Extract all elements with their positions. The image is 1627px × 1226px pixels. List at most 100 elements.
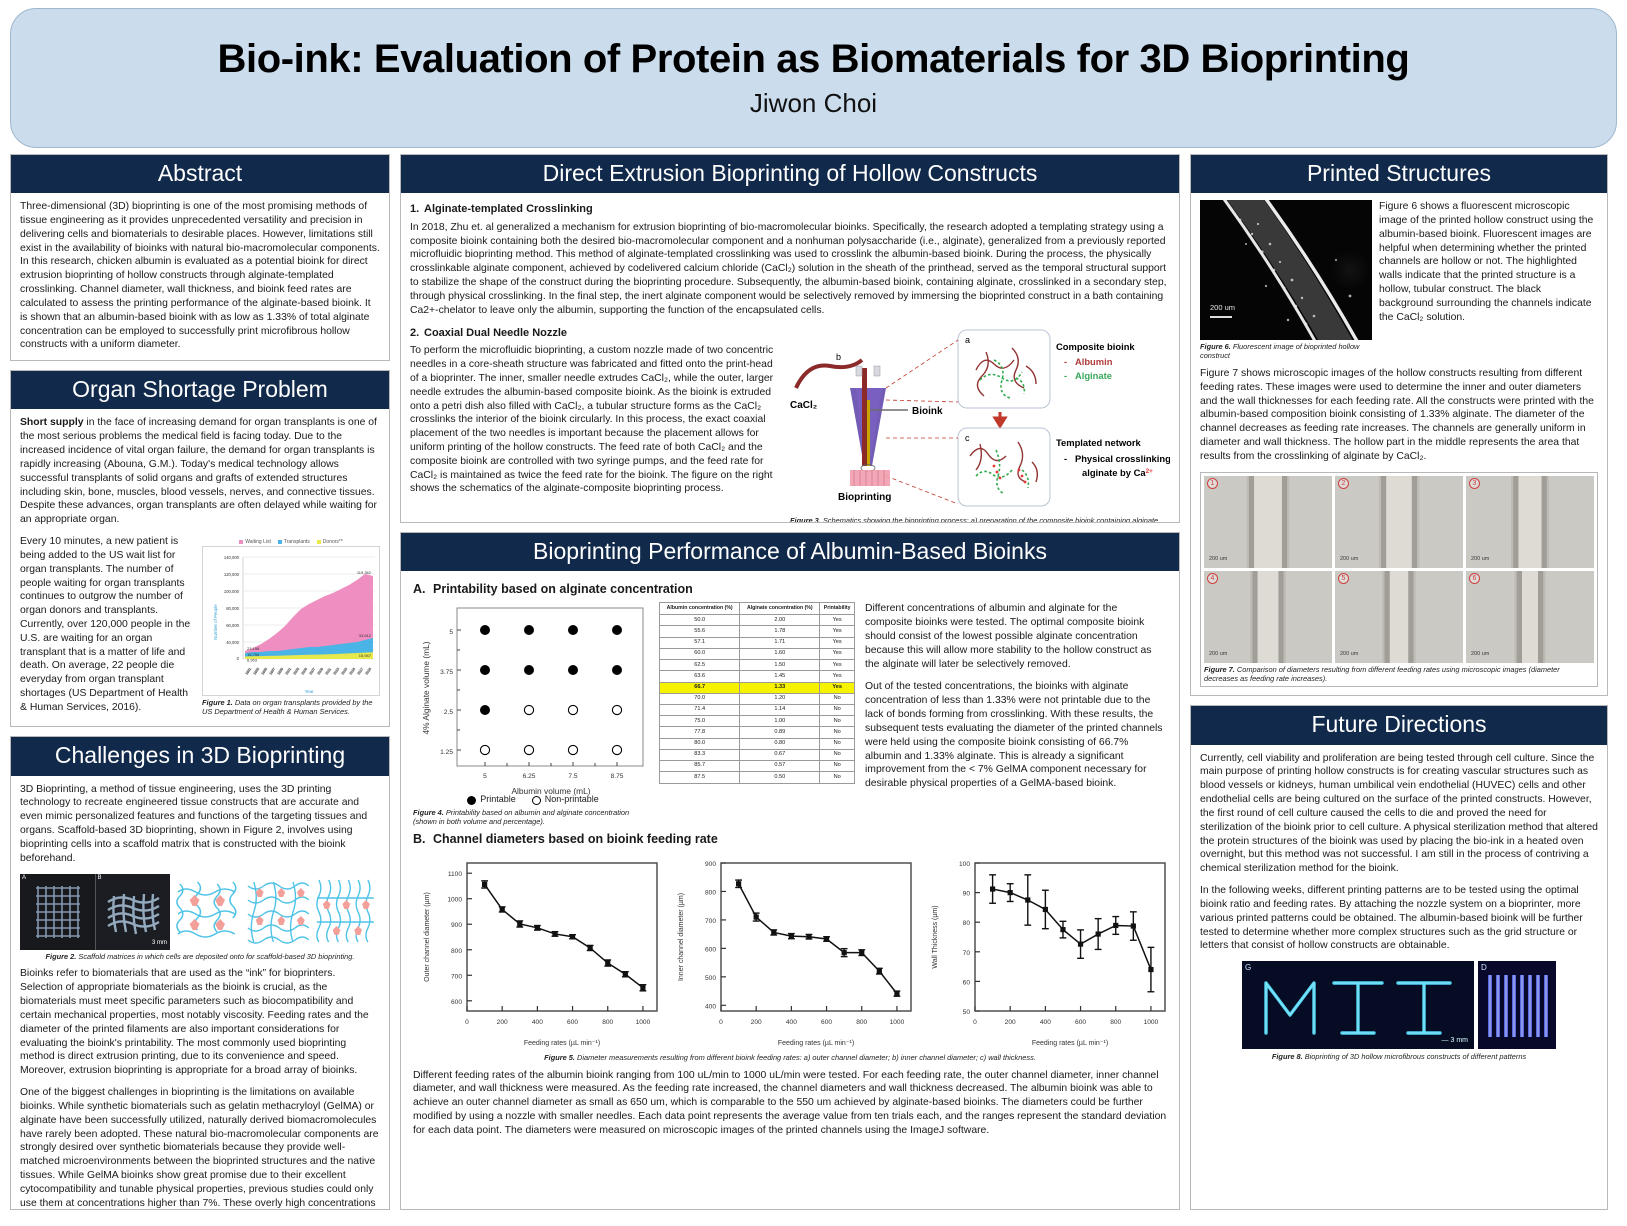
svg-text:80: 80 — [963, 920, 971, 927]
fluorescent-image: 200 um — [1200, 200, 1372, 341]
abstract-text: Three-dimensional (3D) bioprinting is on… — [20, 201, 380, 351]
table-row: 75.0 1.00 No — [658, 715, 855, 728]
svg-text:0: 0 — [719, 1019, 723, 1026]
section-b-title: Channel diameters based on bioink feedin… — [433, 832, 718, 847]
svg-text:1999: 1999 — [277, 667, 285, 676]
cell-alginate: 1.50 — [739, 659, 821, 672]
svg-text:400: 400 — [786, 1019, 797, 1026]
table-row: 80.0 0.80 No — [658, 737, 855, 750]
svg-text:1000: 1000 — [1144, 1019, 1159, 1026]
svg-text:2017: 2017 — [357, 667, 365, 676]
figure-4-legend: Printable Non-printable — [413, 794, 653, 806]
svg-text:2003: 2003 — [293, 667, 301, 676]
svg-text:600: 600 — [567, 1019, 578, 1026]
svg-text:Composite bioink: Composite bioink — [1056, 341, 1135, 352]
svg-text:b: b — [836, 352, 841, 362]
section-a-heading: A. Printability based on alginate concent… — [413, 581, 1167, 598]
svg-text:0: 0 — [237, 656, 240, 661]
legend-donors: Donors** — [316, 539, 343, 546]
svg-text:6,953: 6,953 — [247, 657, 258, 662]
svg-text:23,198: 23,198 — [247, 646, 260, 651]
th-albumin: Albumin concentration (%) — [658, 602, 741, 616]
cell-printability: Yes — [819, 614, 855, 627]
svg-text:2007: 2007 — [309, 667, 317, 676]
micrograph-4: 4 200 um — [1204, 570, 1332, 663]
svg-text:5: 5 — [449, 629, 453, 636]
cell-alginate: 1.14 — [739, 703, 821, 717]
scaffold-photo-b: B 3 mm — [95, 873, 170, 950]
scaffold-photo: A — [20, 873, 170, 950]
cell-printability: Yes — [819, 670, 855, 683]
cell-printability: Yes — [819, 636, 855, 649]
svg-text:Inner channel diameter (µm): Inner channel diameter (µm) — [678, 893, 685, 981]
svg-text:CaCl₂: CaCl₂ — [790, 400, 817, 411]
svg-text:800: 800 — [602, 1019, 613, 1026]
svg-text:80,000: 80,000 — [226, 606, 239, 611]
svg-text:50: 50 — [963, 1009, 971, 1016]
subsection-2-heading: 2. Coaxial Dual Needle Nozzle — [410, 326, 1170, 341]
panel-abstract: Abstract Three-dimensional (3D) bioprint… — [10, 154, 390, 362]
cell-printability: Yes — [819, 659, 855, 672]
figure-6-container: 200 um Figure 6. Fluorescent image of bi… — [1200, 200, 1372, 361]
svg-text:6.25: 6.25 — [523, 773, 536, 780]
svg-text:1993: 1993 — [253, 667, 261, 676]
svg-text:40,000: 40,000 — [226, 640, 239, 645]
svg-text:Number of People: Number of People — [213, 603, 218, 639]
printed-structures-text-1: Figure 6 shows a fluorescent microscopic… — [1379, 201, 1594, 323]
cell-albumin: 75.0 — [658, 715, 741, 728]
challenges-heading: Challenges in 3D Bioprinting — [11, 737, 389, 776]
svg-text:400: 400 — [705, 1003, 716, 1010]
cell-printability: No — [819, 748, 855, 762]
legend-transplants: Transplants — [277, 539, 310, 546]
figure-3-schematic: a — [790, 326, 1170, 522]
concentration-table: Albumin concentration (%) Alginate conce… — [658, 602, 855, 784]
svg-text:1000: 1000 — [636, 1019, 651, 1026]
wall-thickness-chart: 50 60 70 80 90 100 0 200 400 600 800 1000 Wall Thick… — [921, 853, 1173, 1053]
svg-text:4% Alginate volume (mL): 4% Alginate volume (mL) — [421, 642, 431, 735]
page-title: Bio-ink: Evaluation of Protein as Biomat… — [217, 36, 1410, 81]
cell-albumin: 85.7 — [658, 760, 741, 773]
figure-1-legend: Waiting List Transplants Donors** — [202, 537, 380, 546]
table-row: 70.0 1.20 No — [658, 692, 855, 705]
svg-text:119,362: 119,362 — [357, 570, 372, 575]
cell-albumin: 77.8 — [658, 726, 741, 739]
table-body: 50.0 2.00 Yes 55.6 1.78 Yes 57.1 1.71 Yes 60.0 1.6… — [658, 614, 855, 784]
abstract-body: Three-dimensional (3D) bioprinting is on… — [11, 193, 389, 360]
micrograph-number: 5 — [1338, 572, 1349, 584]
svg-text:100: 100 — [959, 861, 970, 868]
middle-column: Direct Extrusion Bioprinting of Hollow C… — [400, 154, 1180, 1210]
figure-5-charts: 600 700 800 900 1000 1100 0 200 400 600 800 1000 Out… — [413, 853, 1167, 1053]
cell-printability: No — [819, 726, 855, 739]
svg-text:800: 800 — [705, 889, 716, 896]
micrograph-scale-bar: 200 um — [1340, 651, 1359, 658]
svg-text:60,000: 60,000 — [226, 623, 239, 628]
table-row: 87.5 0.50 No — [658, 771, 855, 784]
figure-2-caption: Figure 2. Scaffold matrices in which cel… — [20, 952, 380, 962]
figure-7-caption-text: Comparison of diameters resulting from d… — [1204, 664, 1560, 683]
svg-text:- Physical crosslinking of: - Physical crosslinking of — [1064, 453, 1170, 464]
svg-text:700: 700 — [705, 918, 716, 925]
svg-text:60: 60 — [963, 979, 971, 986]
printability-row: 5 3.75 2.5 1.25 — [413, 602, 1167, 827]
cell-printability: No — [819, 771, 855, 784]
concentration-paragraph-2: Out of the tested concentrations, the bi… — [865, 681, 1163, 790]
micrograph-scale-bar: 200 um — [1340, 556, 1359, 563]
figure-3-caption-label: Figure 3. — [790, 515, 821, 523]
cell-alginate: 0.67 — [739, 748, 821, 762]
svg-text:2011: 2011 — [325, 667, 333, 675]
svg-text:600: 600 — [705, 946, 716, 953]
svg-text:2013: 2013 — [333, 667, 341, 676]
abstract-heading: Abstract — [11, 155, 389, 194]
legend-printable: Printable — [467, 794, 516, 806]
svg-text:70: 70 — [963, 949, 971, 956]
cell-printability: No — [819, 703, 855, 717]
figure-6-caption-text: Fluorescent image of bioprinted hollow c… — [1200, 342, 1360, 361]
panel-future-directions: Future Directions Currently, cell viabil… — [1190, 705, 1608, 1210]
table-row: 85.7 0.57 No — [658, 760, 855, 773]
performance-bottom-text: Different feeding rates of the albumin b… — [413, 1069, 1167, 1136]
section-a-title: Printability based on alginate concentra… — [433, 581, 693, 596]
fluorescent-scale-bar: 200 um — [1210, 303, 1235, 319]
cell-printability: Yes — [819, 625, 855, 638]
svg-text:700: 700 — [451, 973, 462, 980]
svg-text:120,000: 120,000 — [224, 572, 240, 577]
